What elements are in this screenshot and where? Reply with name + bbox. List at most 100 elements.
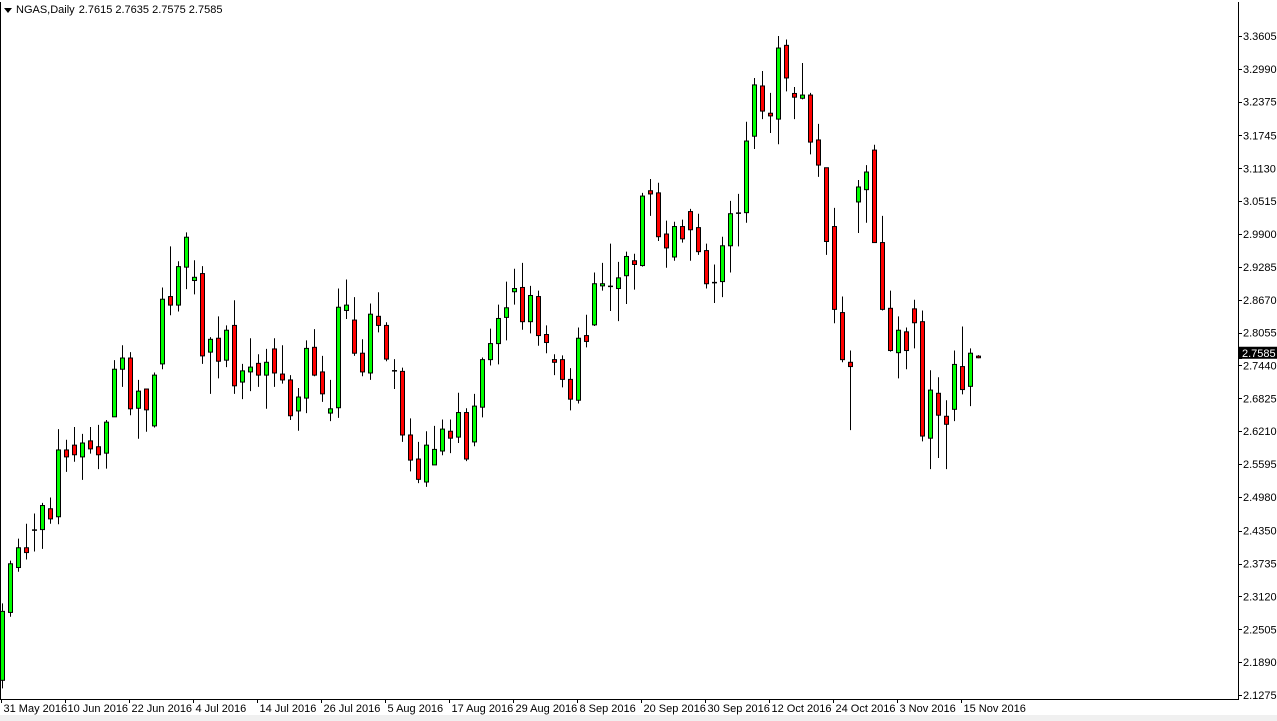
candle: [464, 408, 469, 462]
candle: [968, 348, 973, 407]
candle-body-bullish: [640, 195, 645, 267]
candle: [920, 310, 925, 442]
price-axis[interactable]: 3.3605 3.2990 3.2375 3.1745 3.1130 3.0515 2.99…: [1238, 31, 1277, 702]
candle: [56, 429, 61, 525]
candle: [336, 288, 341, 418]
candle-body-bearish: [520, 286, 525, 323]
candle-body-bearish: [632, 260, 637, 265]
candle-body-bullish: [432, 448, 437, 466]
candle: [16, 538, 21, 572]
candle: [560, 355, 565, 388]
candle: [384, 322, 389, 362]
candle: [360, 339, 365, 377]
candle-body-bullish: [264, 361, 269, 376]
price-tick-label: 2.8055: [1243, 328, 1277, 340]
candle: [24, 523, 29, 560]
candle-body-bullish: [496, 317, 501, 345]
price-tick-label: 3.1745: [1243, 130, 1277, 142]
candle: [712, 264, 717, 303]
price-tick-label: 2.6210: [1243, 426, 1277, 438]
candle: [376, 292, 381, 333]
candle: [264, 348, 269, 409]
date-tick-label: 10 Jun 2016: [68, 703, 129, 715]
date-tick-label: 31 May 2016: [4, 703, 68, 715]
candle: [184, 232, 189, 290]
candle-body-bearish: [216, 337, 221, 362]
candle: [168, 246, 173, 316]
candle-body-bullish: [896, 329, 901, 354]
date-tick-label: 3 Nov 2016: [900, 703, 956, 715]
candle-body-bearish: [904, 331, 909, 352]
candle-body-bullish: [16, 547, 21, 569]
candle-body-bearish: [24, 547, 29, 554]
candle-body-bullish: [576, 337, 581, 401]
date-tick-label: 20 Sep 2016: [644, 703, 706, 715]
candle: [344, 279, 349, 320]
candle-body-bearish: [560, 359, 565, 380]
candle-body-bullish: [208, 338, 213, 353]
date-tick-label: 15 Nov 2016: [964, 703, 1026, 715]
candle: [400, 367, 405, 442]
price-tick-label: 2.4980: [1243, 492, 1277, 504]
candle: [0, 603, 5, 689]
candle: [688, 208, 693, 261]
current-price-label: 2.7585: [1242, 348, 1276, 360]
candle-body-bullish: [224, 329, 229, 361]
candle: [576, 327, 581, 404]
menu-triangle-icon[interactable]: [4, 7, 12, 13]
candle-body-bearish: [144, 388, 149, 411]
candle-body-bearish: [848, 361, 853, 368]
candle: [248, 338, 253, 392]
candle-body-bullish: [176, 266, 181, 306]
date-tick-label: 22 Jun 2016: [132, 703, 193, 715]
candle-body-bullish: [336, 306, 341, 409]
candle-body-bullish: [512, 288, 517, 293]
candle-body-bullish: [952, 363, 957, 410]
candle: [832, 207, 837, 324]
candle-body-bullish: [776, 47, 781, 120]
candles: [0, 36, 981, 689]
candle-body-bearish: [880, 242, 885, 310]
candle-body-bearish: [376, 315, 381, 326]
candle-body-bullish: [456, 412, 461, 438]
candle: [808, 92, 813, 155]
candle: [816, 123, 821, 177]
candle-body-bullish: [240, 370, 245, 383]
date-tick-label: 14 Jul 2016: [260, 703, 317, 715]
candle-body-bearish: [544, 334, 549, 344]
candle-body-bearish: [536, 296, 541, 337]
candle-body-bearish: [400, 370, 405, 436]
price-tick-label: 2.9285: [1243, 262, 1277, 274]
candle: [80, 433, 85, 480]
candle-body-bullish: [592, 283, 597, 326]
candle: [192, 260, 197, 295]
candle-body-bearish: [552, 359, 557, 363]
candle: [416, 441, 421, 484]
candle-body-bearish: [680, 226, 685, 240]
candle-body-bearish: [280, 373, 285, 381]
candle: [592, 272, 597, 326]
candle-body-bearish: [568, 378, 573, 400]
candle-body-bearish: [584, 335, 589, 342]
candle-body-bullish: [56, 449, 61, 518]
candle: [440, 419, 445, 456]
candle-body-bearish: [96, 446, 101, 456]
candle: [824, 167, 829, 255]
candle: [144, 388, 149, 432]
bottom-strip: [0, 715, 1277, 721]
candle-body-bullish: [152, 374, 157, 427]
candle-body-bearish: [912, 308, 917, 324]
candle: [960, 326, 965, 395]
candle-body-bullish: [424, 444, 429, 483]
candle-body-bearish: [760, 85, 765, 112]
time-axis[interactable]: 31 May 2016 10 Jun 2016 22 Jun 2016 4 Jul 2…: [1, 699, 1026, 715]
candle: [472, 393, 477, 447]
candle-body-bullish: [800, 94, 805, 99]
candle-body-bullish: [344, 304, 349, 311]
candle-body-bearish: [360, 352, 365, 373]
candle-body-bearish: [48, 508, 53, 520]
candle-body-bearish: [384, 324, 389, 360]
candle: [544, 325, 549, 354]
candle: [8, 560, 13, 617]
